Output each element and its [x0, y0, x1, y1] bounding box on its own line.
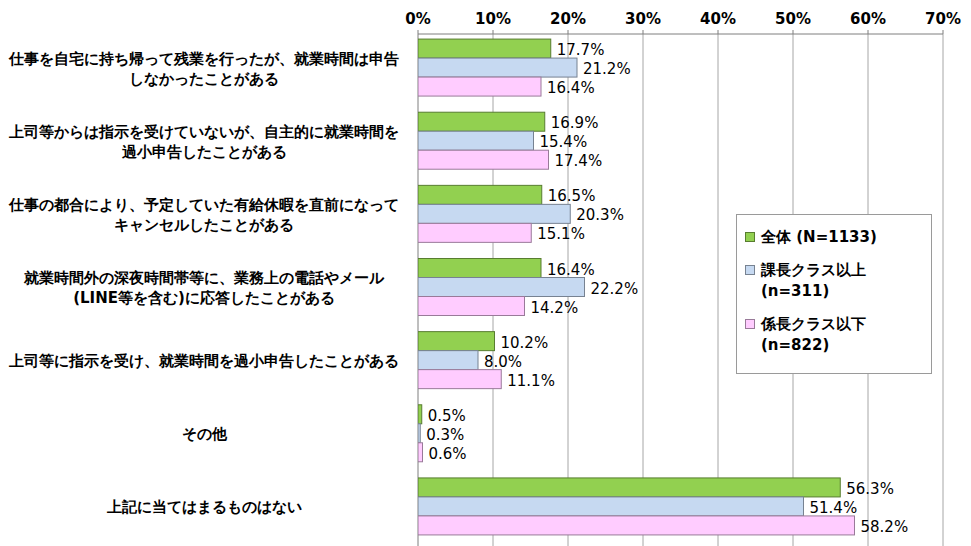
data-label: 0.6% [429, 445, 467, 463]
data-label: 15.1% [537, 225, 585, 243]
bar [418, 259, 541, 278]
tick-label: 30% [625, 10, 661, 28]
bar [418, 150, 549, 169]
grid-line [718, 34, 719, 546]
category-label: 上司等からは指示を受けていないが、自主的に就業時間を過小申告したことがある [2, 122, 406, 162]
tick-mark [418, 30, 419, 34]
bar [418, 39, 551, 58]
bar [418, 443, 423, 462]
category-label: 上司等に指示を受け、就業時間を過小申告したことがある [2, 351, 406, 371]
data-label: 8.0% [484, 353, 522, 371]
bar [418, 370, 501, 389]
data-label: 20.3% [576, 206, 624, 224]
bar [418, 516, 855, 535]
legend-label: 課長クラス以上 (n=311) [761, 260, 923, 302]
category-label: 仕事の都合により、予定していた有給休暇を直前になってキャンセルしたことがある [2, 195, 406, 235]
tick-label: 70% [925, 10, 961, 28]
data-label: 16.4% [547, 261, 595, 279]
data-label: 0.3% [426, 426, 464, 444]
axis-line [418, 34, 943, 35]
legend-swatch [745, 232, 755, 242]
legend: 全体 (N=1133) 課長クラス以上 (n=311) 係長クラス以下 (n=822… [736, 214, 932, 374]
tick-mark [643, 30, 644, 34]
tick-label: 60% [850, 10, 886, 28]
legend-swatch [745, 265, 755, 275]
data-label: 22.2% [591, 280, 639, 298]
tick-label: 50% [775, 10, 811, 28]
bar [418, 204, 570, 223]
tick-label: 20% [550, 10, 586, 28]
bar [418, 58, 577, 77]
bar [418, 112, 545, 131]
tick-label: 10% [475, 10, 511, 28]
category-label: 就業時間外の深夜時間帯等に、業務上の電話やメール(LINE等を含む)に応答したこ… [2, 268, 406, 308]
data-label: 56.3% [846, 480, 894, 498]
bar [418, 497, 804, 516]
bar [418, 405, 422, 424]
legend-label: 全体 (N=1133) [761, 227, 877, 248]
bar [418, 297, 525, 316]
category-label: その他 [2, 424, 406, 444]
data-label: 14.2% [531, 299, 579, 317]
tick-mark [943, 30, 944, 34]
tick-mark [718, 30, 719, 34]
data-label: 11.1% [507, 372, 555, 390]
data-label: 51.4% [810, 499, 858, 517]
bar [418, 278, 585, 297]
bar [418, 478, 840, 497]
data-label: 21.2% [583, 60, 631, 78]
tick-label: 0% [405, 10, 430, 28]
category-label: 上記に当てはまるものはない [2, 497, 406, 517]
bar [418, 351, 478, 370]
legend-item: 係長クラス以下 (n=822) [745, 314, 923, 356]
bar [418, 332, 495, 351]
tick-mark [493, 30, 494, 34]
data-label: 15.4% [540, 133, 588, 151]
data-label: 10.2% [501, 334, 549, 352]
bar [418, 185, 542, 204]
tick-mark [868, 30, 869, 34]
bar [418, 77, 541, 96]
legend-item: 全体 (N=1133) [745, 227, 923, 248]
tick-label: 40% [700, 10, 736, 28]
tick-mark [568, 30, 569, 34]
grid-line [643, 34, 644, 546]
tick-mark [793, 30, 794, 34]
data-label: 16.5% [548, 187, 596, 205]
bar [418, 424, 420, 443]
legend-label: 係長クラス以下 (n=822) [761, 314, 923, 356]
legend-swatch [745, 319, 755, 329]
category-label: 仕事を自宅に持ち帰って残業を行ったが、就業時間は申告しなかったことがある [2, 49, 406, 89]
legend-item: 課長クラス以上 (n=311) [745, 260, 923, 302]
data-label: 16.4% [547, 79, 595, 97]
data-label: 0.5% [428, 407, 466, 425]
data-label: 17.4% [555, 152, 603, 170]
data-label: 58.2% [861, 518, 909, 536]
bar [418, 131, 534, 150]
data-label: 16.9% [551, 114, 599, 132]
bar [418, 223, 531, 242]
grid-line [943, 34, 944, 546]
data-label: 17.7% [557, 41, 605, 59]
